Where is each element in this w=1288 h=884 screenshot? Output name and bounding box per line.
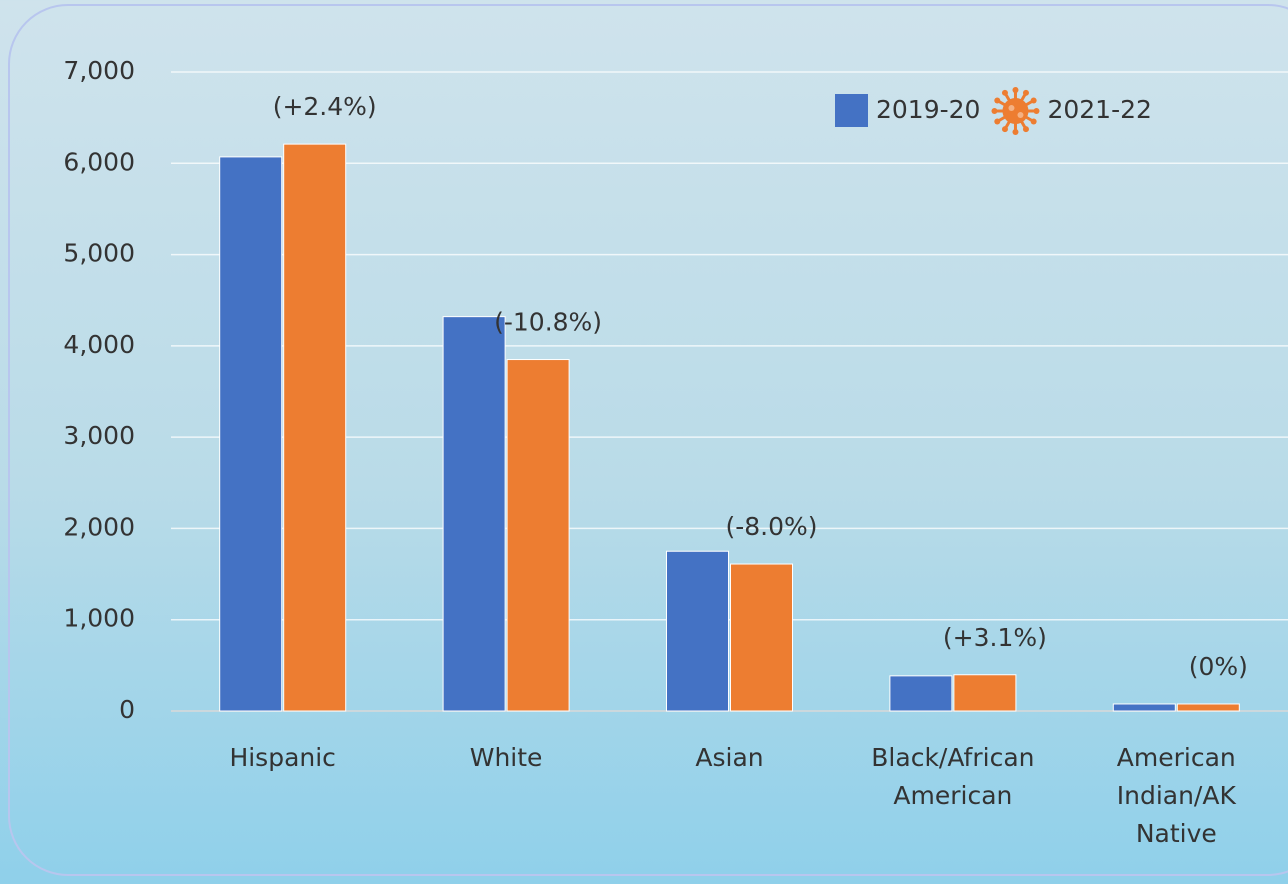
legend-icon-tip bbox=[1030, 118, 1037, 125]
legend-label: 2021-22 bbox=[1047, 95, 1151, 124]
x-tick-label: Black/African American bbox=[871, 743, 1035, 810]
legend-icon bbox=[1002, 98, 1029, 124]
legend-icon-tip bbox=[991, 108, 998, 114]
y-tick-label: 3,000 bbox=[63, 421, 135, 450]
bar bbox=[889, 675, 953, 712]
x-tick-label: Asian bbox=[695, 743, 764, 772]
bar bbox=[1112, 703, 1176, 712]
annotation: (0%) bbox=[1189, 652, 1248, 681]
frame bbox=[8, 4, 1288, 876]
bar bbox=[442, 316, 506, 712]
legend-icon-tip bbox=[1012, 129, 1019, 135]
legend-swatch bbox=[835, 94, 868, 127]
bar bbox=[506, 359, 570, 712]
legend-icon-tip bbox=[1030, 97, 1037, 104]
bar bbox=[666, 550, 729, 712]
y-tick-label: 6,000 bbox=[63, 147, 135, 176]
annotation: (+2.4%) bbox=[273, 92, 377, 121]
legend-item: 2019-20 bbox=[835, 94, 980, 127]
legend-icon-tip bbox=[994, 97, 1001, 104]
x-tick-label: White bbox=[469, 743, 543, 772]
bar bbox=[1176, 703, 1240, 712]
y-tick-label: 2,000 bbox=[63, 512, 135, 541]
legend-icon-spot bbox=[1008, 105, 1015, 111]
legend-icon-tip bbox=[1022, 126, 1029, 133]
y-tick-label: 1,000 bbox=[63, 604, 135, 633]
annotation: (-8.0%) bbox=[725, 512, 817, 541]
y-tick-label: 4,000 bbox=[63, 330, 135, 359]
bar bbox=[730, 563, 793, 712]
bar bbox=[283, 143, 347, 712]
y-tick-label: 7,000 bbox=[63, 56, 135, 85]
legend-icon-tip bbox=[1001, 126, 1008, 133]
legend-icon-tip bbox=[1022, 89, 1029, 96]
y-tick-label: 0 bbox=[119, 695, 135, 724]
legend-icon-tip bbox=[1033, 108, 1040, 114]
legend-icon-tip bbox=[1001, 89, 1008, 96]
legend-item: 2021-22 bbox=[991, 87, 1152, 135]
x-tick-label: Hispanic bbox=[229, 743, 336, 772]
y-tick-label: 5,000 bbox=[63, 239, 135, 268]
legend-icon-tip bbox=[1012, 87, 1019, 93]
x-tick-label: American Indian/AK Native bbox=[1116, 743, 1236, 848]
legend-label: 2019-20 bbox=[876, 95, 980, 124]
bar bbox=[219, 156, 283, 712]
annotation: (+3.1%) bbox=[943, 623, 1047, 652]
legend-icon-tip bbox=[994, 118, 1001, 125]
bar bbox=[953, 674, 1017, 712]
legend-icon-spot bbox=[1017, 112, 1024, 118]
annotation: (-10.8%) bbox=[494, 308, 602, 337]
